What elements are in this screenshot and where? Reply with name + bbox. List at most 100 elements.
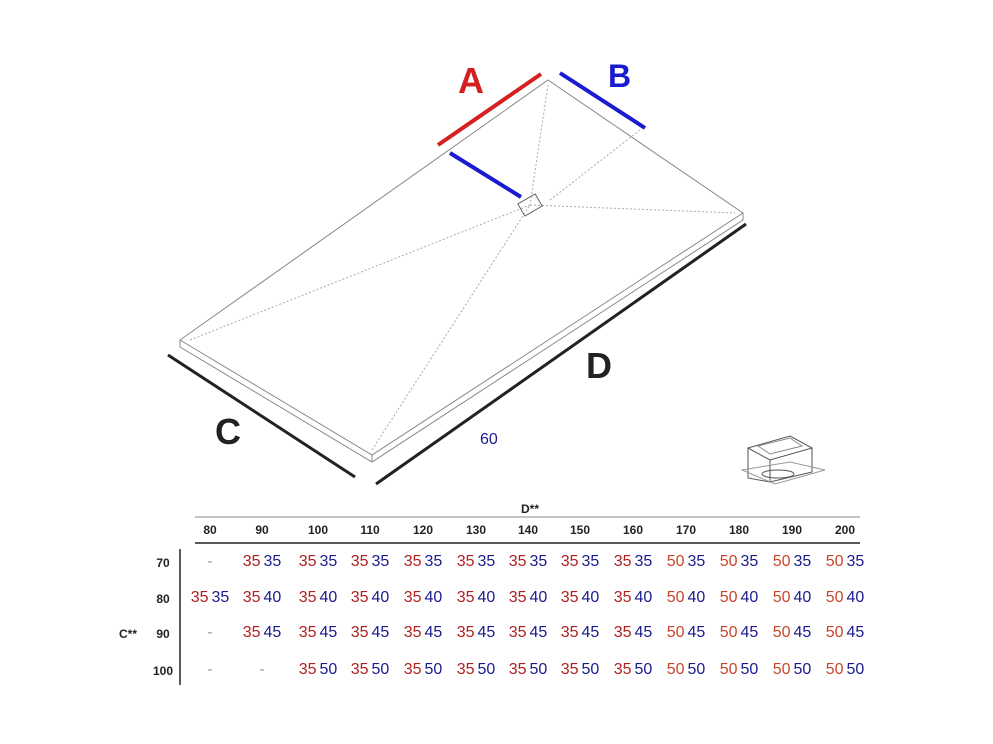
width-offset-value: 45 [846,624,865,641]
table-cell: 35 40 [299,589,338,607]
width-offset-value: 50 [793,661,812,678]
width-offset-value: 45 [477,624,496,641]
width-offset-value: 40 [634,589,653,606]
row-header: 70 [156,556,170,570]
row-axis-label: C** [118,627,138,641]
width-offset-value: 50 [634,661,653,678]
dimension-d-line [375,222,747,486]
table-cell: 50 50 [826,661,865,679]
dimension-a-line [436,72,543,147]
width-offset-value: 40 [371,589,390,606]
column-header: 110 [360,523,380,537]
width-offset-value: 45 [793,624,812,641]
drain-offset-value: 35 [350,624,369,641]
width-offset-value: 35 [211,589,230,606]
width-offset-value: 40 [319,589,338,606]
drain-offset-value: 35 [508,661,527,678]
drain-offset-value: 35 [242,553,261,570]
drain-offset-value: 50 [666,589,685,606]
width-offset-value: 45 [634,624,653,641]
column-header: 130 [465,523,487,537]
width-offset-value: 35 [687,553,706,570]
table-cell: 50 50 [773,661,812,679]
width-offset-value: 35 [634,553,653,570]
width-offset-value: 35 [529,553,548,570]
drain-offset-value: 35 [456,661,475,678]
drain-offset-value: 35 [298,553,317,570]
table-cell: 50 40 [773,589,812,607]
column-header: 90 [255,523,269,537]
drain-icon [740,435,826,485]
width-offset-value: 40 [740,589,759,606]
width-offset-value: 35 [477,553,496,570]
drain-offset-value: 50 [825,553,844,570]
label-a: A [458,60,484,101]
label-d: D [586,345,612,386]
drain [517,193,543,217]
table-cell: 50 35 [720,553,759,571]
drain-offset-value: 35 [298,589,317,606]
label-c: C [215,411,241,452]
width-offset-value: 35 [424,553,443,570]
width-offset-value: 45 [529,624,548,641]
table-cell: 35 35 [351,553,390,571]
drain-offset-value: 35 [456,553,475,570]
drain-offset-value: 50 [825,589,844,606]
drain-offset-value: 35 [456,624,475,641]
column-header: 160 [622,523,644,537]
width-offset-value: 50 [846,661,865,678]
table-cell: 35 45 [351,624,390,642]
table-cell: 35 40 [561,589,600,607]
width-offset-value: 40 [846,589,865,606]
drain-offset-value: 35 [298,661,317,678]
drain-offset-value: 35 [456,589,475,606]
label-b: B [608,58,632,94]
width-offset-value: 35 [793,553,812,570]
width-offset-value: 45 [263,624,282,641]
table-cell: 35 40 [243,589,282,607]
table-cell: 50 50 [720,661,759,679]
width-offset-value: 40 [263,589,282,606]
table-cell: - [207,553,213,570]
table-cell: 35 50 [614,661,653,679]
drain-offset-value: 50 [772,661,791,678]
table-cell: 35 40 [351,589,390,607]
drain-offset-value: 50 [772,553,791,570]
table-cell: 50 35 [826,553,865,571]
table-cell: 35 50 [299,661,338,679]
drain-offset-value: 35 [560,589,579,606]
table-cell: 35 35 [299,553,338,571]
column-header: 100 [307,523,329,537]
table-cell: 35 50 [404,661,443,679]
width-offset-value: 40 [424,589,443,606]
width-offset-value: 45 [371,624,390,641]
table-cell: 50 45 [826,624,865,642]
width-offset-value: 45 [581,624,600,641]
width-offset-value: 45 [740,624,759,641]
table-cell: 50 40 [720,589,759,607]
drain-offset-value: 35 [403,589,422,606]
column-header: 150 [569,523,591,537]
width-offset-value: 50 [581,661,600,678]
row-header: 90 [156,627,170,641]
drain-offset-value: 50 [772,624,791,641]
drain-offset-value: 35 [508,553,527,570]
drain-offset-value: 35 [613,589,632,606]
width-offset-value: 50 [319,661,338,678]
table-cell: 35 45 [509,624,548,642]
drain-offset-value: 35 [350,589,369,606]
table-cell: 35 45 [561,624,600,642]
table-cell: 50 40 [667,589,706,607]
width-offset-value: 40 [529,589,548,606]
table-cell: - [207,661,213,678]
table-cell: 35 40 [404,589,443,607]
table-cell: 50 35 [773,553,812,571]
table-cell: 50 45 [720,624,759,642]
table-cell: 35 45 [614,624,653,642]
drain-offset-value: 35 [560,661,579,678]
table-cell: 35 35 [404,553,443,571]
column-header: 190 [781,523,803,537]
table-cell: 35 45 [243,624,282,642]
